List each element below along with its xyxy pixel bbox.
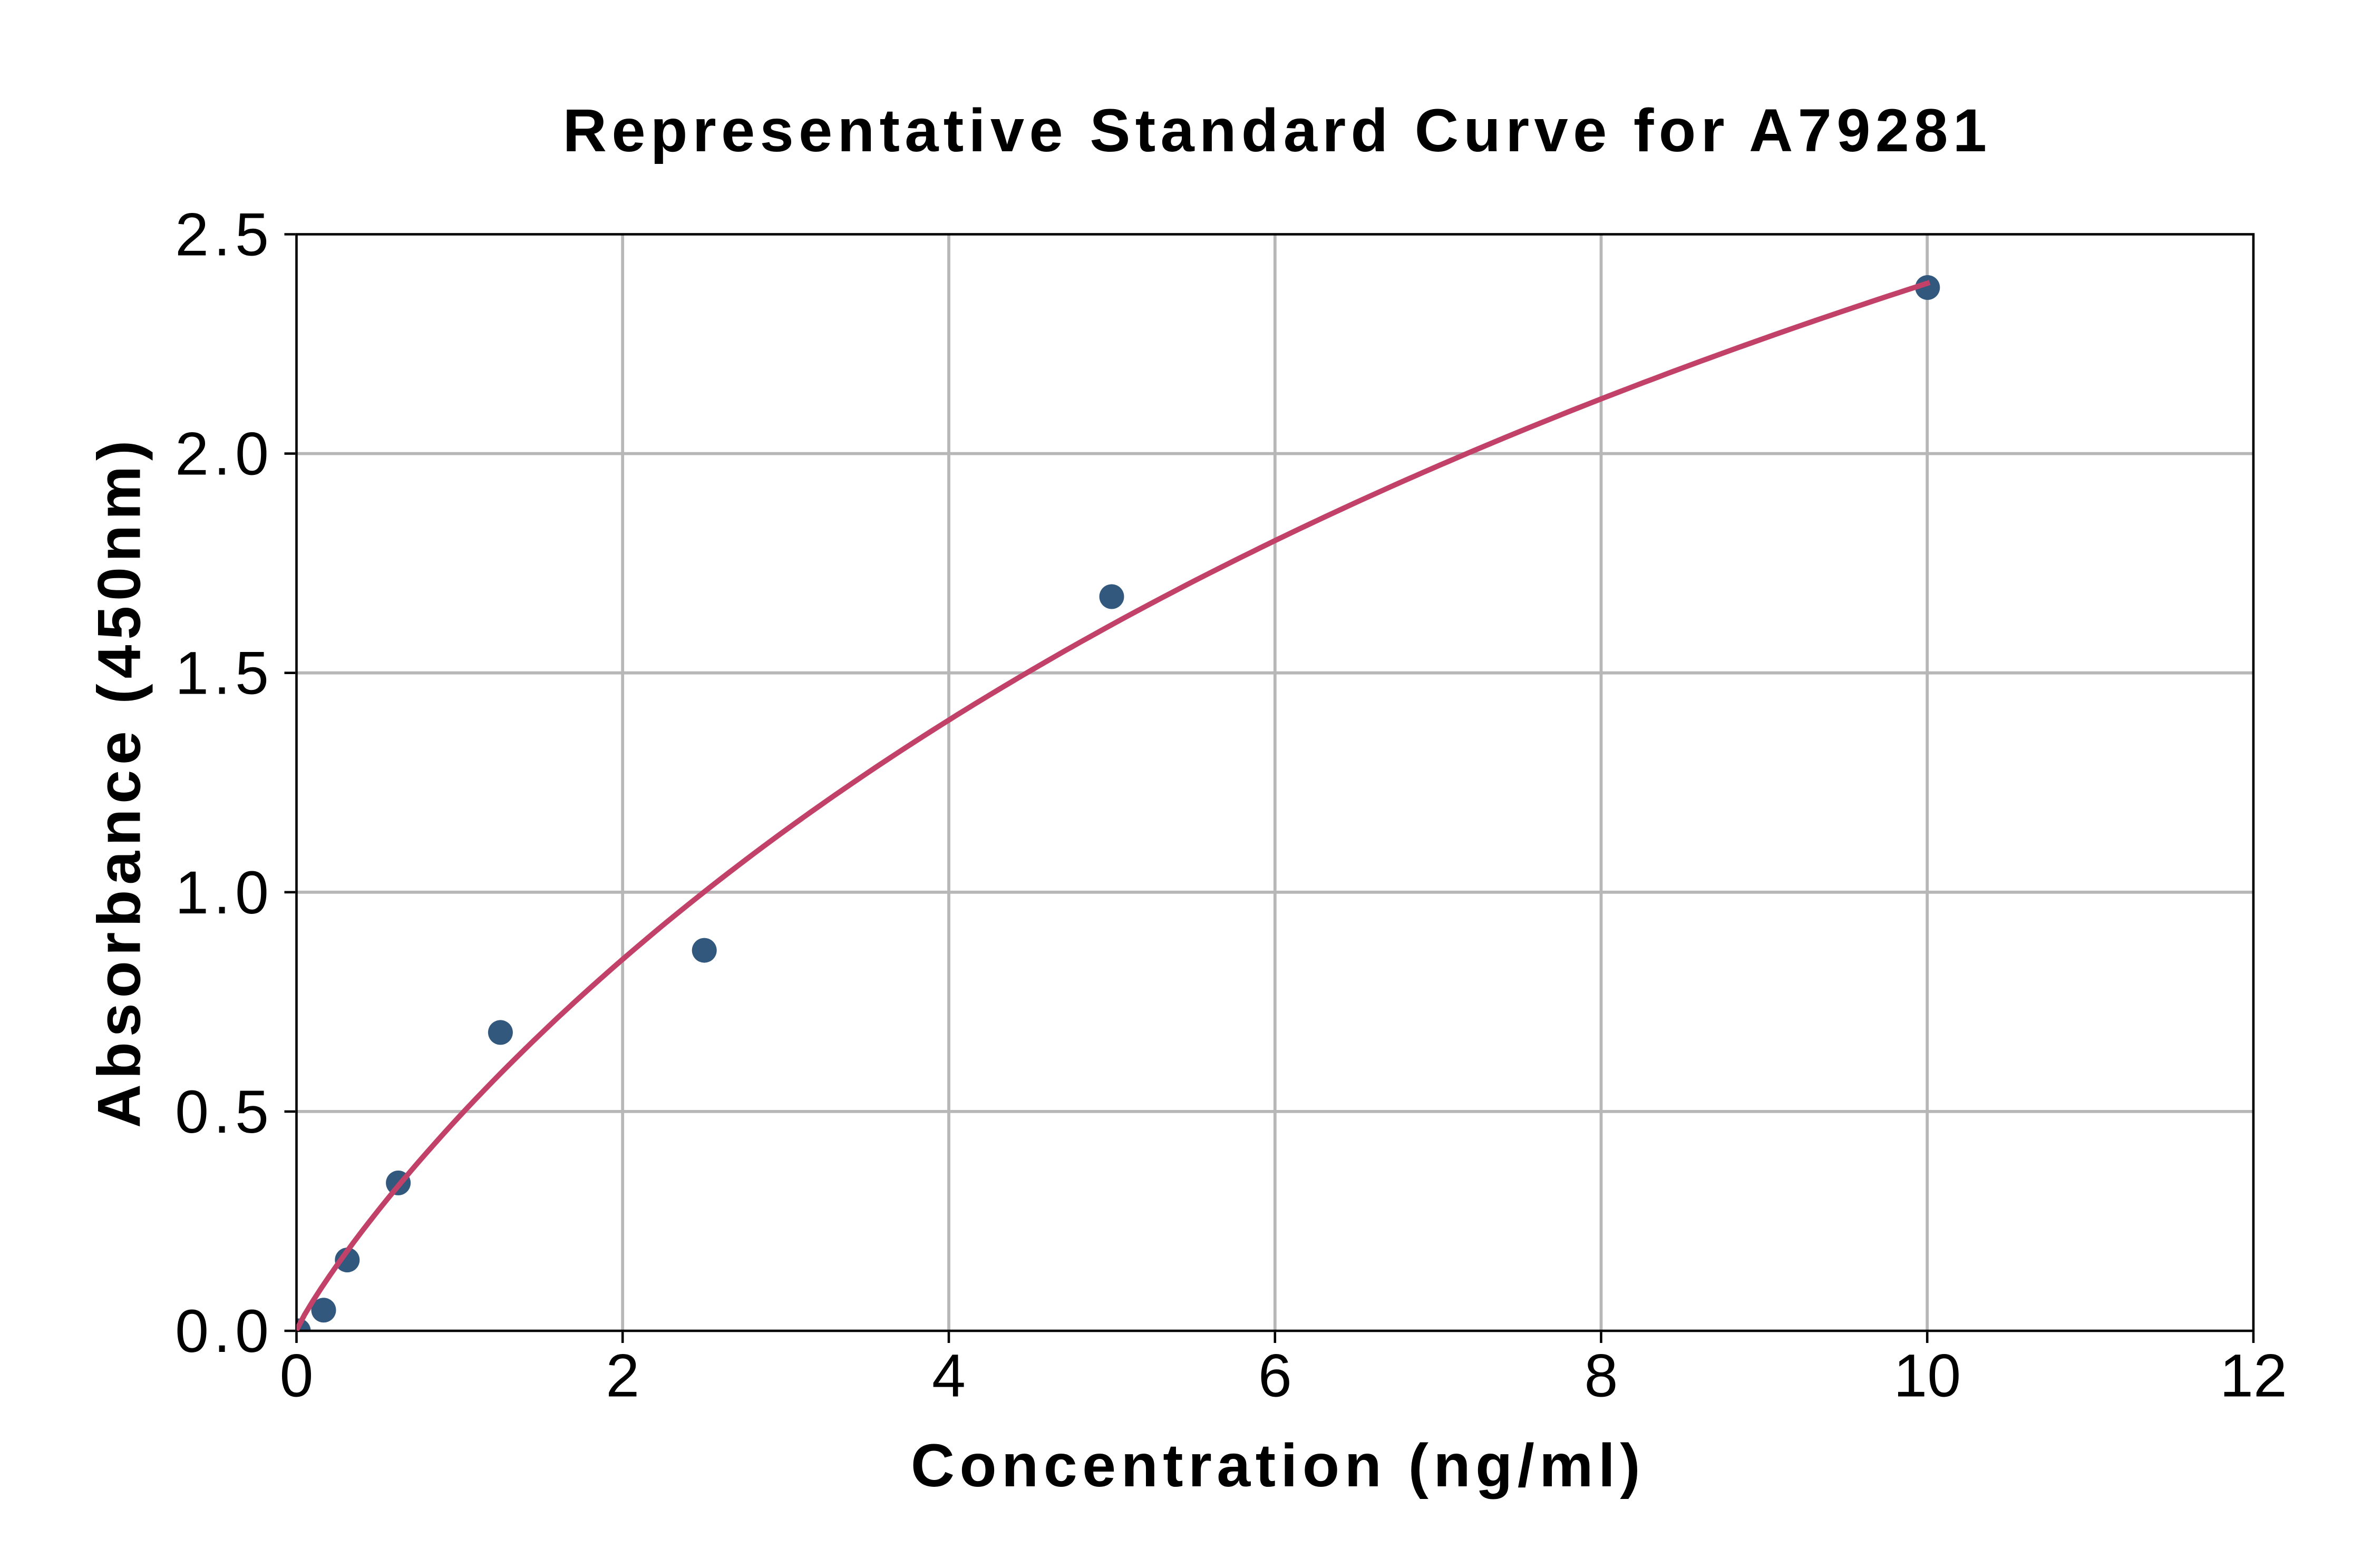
svg-text:0.5: 0.5 (175, 1078, 274, 1146)
svg-text:10: 10 (1893, 1342, 1961, 1410)
svg-text:Representative Standard Curve: Representative Standard Curve for A79281 (563, 96, 1992, 164)
svg-text:1.0: 1.0 (175, 859, 274, 927)
svg-text:12: 12 (2220, 1342, 2287, 1410)
svg-text:8: 8 (1584, 1342, 1618, 1410)
svg-text:Concentration (ng/ml): Concentration (ng/ml) (911, 1432, 1645, 1499)
svg-text:Absorbance (450nm): Absorbance (450nm) (85, 435, 153, 1128)
svg-text:2: 2 (606, 1342, 639, 1410)
svg-text:0.0: 0.0 (175, 1298, 274, 1365)
svg-text:1.5: 1.5 (175, 640, 274, 707)
svg-text:6: 6 (1258, 1342, 1292, 1410)
svg-text:0: 0 (280, 1342, 314, 1410)
svg-text:2.0: 2.0 (175, 421, 274, 488)
svg-text:2.5: 2.5 (175, 201, 274, 269)
svg-text:4: 4 (932, 1342, 966, 1410)
